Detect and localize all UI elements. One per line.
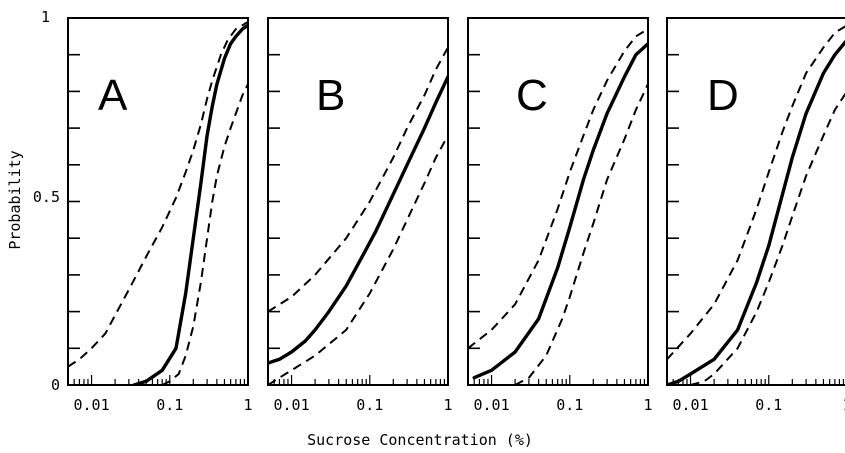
x-tick-label: 0.01 — [273, 396, 309, 414]
x-tick-label: 0.01 — [672, 396, 708, 414]
dashed-bound-line — [161, 83, 248, 385]
dashed-bound-line — [268, 46, 448, 313]
solid-probability-line — [472, 42, 648, 380]
x-tick-label: 1 — [243, 396, 252, 414]
dashed-bound-line — [690, 92, 845, 385]
x-tick-label: 0.1 — [356, 396, 383, 414]
x-tick-label: 1 — [443, 396, 452, 414]
dashed-bound-line — [68, 20, 248, 368]
panel-letter: C — [516, 71, 548, 120]
panel-frame — [666, 17, 845, 386]
panel-d: 0.01 0.1 1 D — [666, 17, 845, 414]
x-tick-label: 0.01 — [73, 396, 109, 414]
x-tick-label: 0.1 — [556, 396, 583, 414]
panel-letter: B — [316, 71, 345, 120]
x-axis-label: Sucrose Concentration (%) — [307, 431, 533, 449]
solid-probability-line — [667, 39, 845, 385]
y-tick-label-bottom: 0 — [51, 376, 60, 394]
dashed-bound-line — [468, 28, 648, 350]
panel-a: 0.01 0.1 1 A — [67, 17, 253, 414]
dashed-bound-line — [268, 134, 448, 385]
x-tick-label: 1 — [842, 396, 845, 414]
dashed-bound-line — [667, 25, 845, 360]
y-axis-label: Probability — [6, 150, 24, 249]
solid-probability-line — [132, 23, 248, 385]
x-tick-label: 1 — [643, 396, 652, 414]
solid-probability-line — [268, 75, 448, 365]
panel-letter: A — [98, 71, 128, 120]
x-tick-label: 0.1 — [755, 396, 782, 414]
panel-letter: D — [707, 71, 739, 120]
panel-frame — [267, 17, 449, 386]
y-tick-label-top: 1 — [41, 8, 50, 26]
panel-c: 0.01 0.1 1 C — [467, 17, 653, 414]
dashed-bound-line — [514, 83, 648, 385]
panel-frame — [467, 17, 649, 386]
x-tick-label: 0.1 — [156, 396, 183, 414]
y-tick-label-mid: 0.5 — [33, 188, 60, 206]
panel-b: 0.01 0.1 1 B — [267, 17, 453, 414]
x-tick-label: 0.01 — [473, 396, 509, 414]
